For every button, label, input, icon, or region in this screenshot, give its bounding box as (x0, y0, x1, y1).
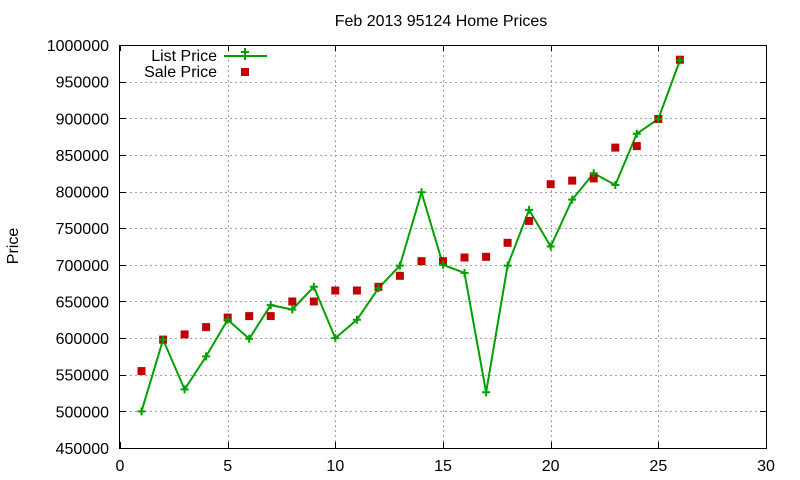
list-price-point (288, 305, 297, 314)
list-price-point (417, 188, 426, 197)
legend: List Price Sale Price (144, 48, 267, 81)
x-tick-label: 10 (326, 458, 344, 475)
sale-price-point (352, 286, 361, 295)
list-price-point (374, 284, 383, 293)
list-price-point (137, 407, 146, 416)
list-price-point (589, 169, 598, 178)
sale-price-point (417, 257, 426, 266)
sale-price-point (632, 142, 641, 151)
series-layer (137, 55, 684, 416)
list-price-point (439, 260, 447, 269)
x-tick-label: 20 (542, 458, 560, 475)
y-tick-label: 750000 (56, 221, 109, 238)
sale-price-point (331, 286, 340, 295)
legend-label-sale-price: Sale Price (144, 64, 217, 81)
sale-price-point (611, 143, 620, 152)
y-tick-label: 550000 (56, 368, 109, 385)
y-tick-label: 650000 (56, 294, 109, 311)
x-tick-label: 5 (223, 458, 232, 475)
list-price-point (266, 301, 275, 310)
list-price-point (611, 181, 620, 189)
sale-price-point (546, 180, 555, 189)
axis-ticks: 0 5 10 15 20 25 30 450000 500000 550000 600000 6500… (47, 38, 775, 475)
list-price-point (546, 242, 555, 251)
list-price-point (245, 334, 254, 343)
x-tick-label: 25 (649, 458, 667, 475)
list-price-point (460, 268, 469, 277)
sale-price-point (137, 367, 146, 376)
list-price-point (632, 129, 641, 138)
list-price-point (675, 56, 684, 65)
list-price-point (352, 315, 361, 324)
list-price-point (395, 261, 404, 270)
sale-price-point (589, 174, 598, 183)
sale-price-point (245, 312, 254, 321)
sale-price-point (460, 253, 469, 262)
sale-price-point (202, 323, 211, 332)
y-tick-label: 450000 (56, 441, 109, 458)
list-price-point (159, 335, 168, 344)
y-tick-label: 850000 (56, 148, 109, 165)
sale-price-point (309, 297, 318, 306)
y-tick-label: 700000 (56, 258, 109, 275)
list-price-point (202, 352, 211, 361)
list-price-point (309, 282, 318, 291)
chart-title: Feb 2013 95124 Home Prices (335, 13, 548, 30)
y-tick-label: 950000 (56, 75, 109, 92)
list-price-point (331, 334, 340, 343)
y-axis-label: Price (5, 228, 22, 265)
legend-marker-sale-price (241, 68, 249, 76)
y-tick-label: 800000 (56, 185, 109, 202)
legend-label-list-price: List Price (151, 48, 217, 65)
list-price-point (568, 195, 577, 204)
grid-lines (120, 45, 766, 448)
y-tick-label: 900000 (56, 111, 109, 128)
x-tick-label: 30 (757, 458, 775, 475)
y-tick-label: 1000000 (47, 38, 109, 55)
sale-price-point (288, 297, 297, 306)
sale-price-point (395, 271, 404, 280)
list-price-point (654, 115, 663, 123)
list-price-point (482, 388, 491, 397)
sale-price-point (525, 216, 534, 225)
y-tick-label: 600000 (56, 331, 109, 348)
list-price-point (180, 385, 189, 394)
y-tick-label: 500000 (56, 404, 109, 421)
sale-price-point (503, 238, 512, 247)
sale-price-point (180, 330, 189, 339)
sale-price-point (266, 312, 275, 321)
list-price-point (503, 261, 512, 270)
sale-price-point (568, 176, 577, 185)
list-price-point (525, 205, 534, 214)
list-price-line (140, 60, 681, 412)
sale-price-point (482, 252, 491, 261)
list-price-point (223, 315, 232, 324)
legend-marker-list-price (241, 48, 249, 60)
x-tick-label: 0 (116, 458, 125, 475)
x-tick-label: 15 (434, 458, 452, 475)
